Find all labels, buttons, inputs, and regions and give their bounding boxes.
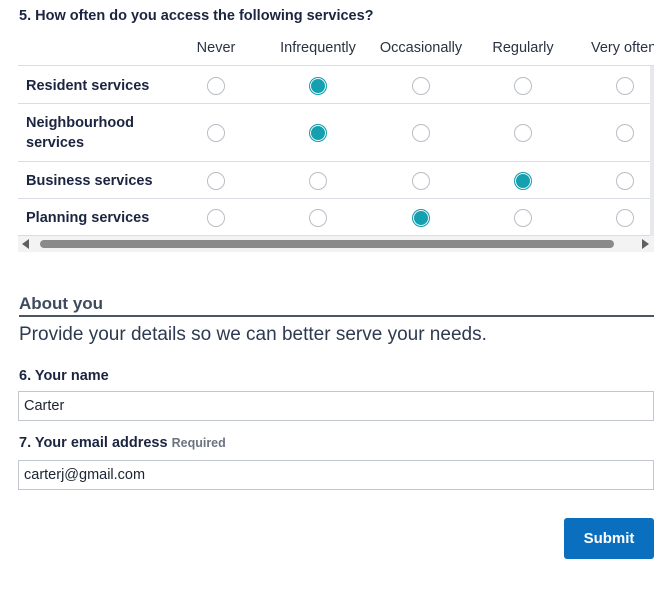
frequency-grid: Never Infrequently Occasionally Regularl… bbox=[18, 36, 654, 254]
name-input[interactable] bbox=[18, 391, 654, 421]
row-label: Business services bbox=[26, 171, 153, 191]
grid-row-planning-services: Planning services bbox=[18, 199, 654, 236]
radio-business-services-very-often[interactable] bbox=[616, 171, 634, 190]
row-label-line: services bbox=[26, 135, 85, 151]
submit-button[interactable]: Submit bbox=[564, 518, 654, 559]
radio-planning-services-never[interactable] bbox=[207, 208, 225, 227]
radio-resident-services-never[interactable] bbox=[207, 76, 225, 95]
radio-planning-services-very-often[interactable] bbox=[616, 208, 634, 227]
email-field-label: 7. Your email address Required bbox=[19, 435, 226, 451]
row-label: Planning services bbox=[26, 208, 149, 228]
column-header-never: Never bbox=[196, 40, 236, 56]
radio-resident-services-regularly[interactable] bbox=[514, 76, 532, 95]
grid-row-neighbourhood-services: Neighbourhood services bbox=[18, 104, 654, 162]
radio-neighbourhood-services-infrequently[interactable] bbox=[309, 124, 327, 142]
radio-resident-services-occasionally[interactable] bbox=[412, 76, 430, 95]
email-input[interactable] bbox=[18, 460, 654, 490]
row-label-line: Neighbourhood bbox=[26, 115, 134, 131]
row-label-line: Business services bbox=[26, 172, 153, 189]
column-header-very-often: Very often bbox=[591, 40, 654, 56]
row-label: Neighbourhood services bbox=[26, 113, 134, 153]
radio-business-services-never[interactable] bbox=[207, 171, 225, 190]
radio-neighbourhood-services-very-often[interactable] bbox=[616, 124, 634, 142]
column-header-infrequently: Infrequently bbox=[280, 40, 356, 56]
grid-header: Never Infrequently Occasionally Regularl… bbox=[18, 36, 654, 66]
radio-resident-services-very-often[interactable] bbox=[616, 76, 634, 95]
email-label-text: 7. Your email address bbox=[19, 435, 168, 451]
column-header-occasionally: Occasionally bbox=[379, 40, 463, 56]
radio-neighbourhood-services-occasionally[interactable] bbox=[412, 124, 430, 142]
grid-row-business-services: Business services bbox=[18, 162, 654, 199]
radio-business-services-occasionally[interactable] bbox=[412, 171, 430, 190]
row-label-line: Resident services bbox=[26, 77, 150, 94]
radio-planning-services-regularly[interactable] bbox=[514, 208, 532, 227]
row-label-line: Planning services bbox=[26, 209, 150, 226]
horizontal-scrollbar[interactable] bbox=[18, 236, 654, 252]
about-you-heading: About you bbox=[19, 294, 654, 317]
radio-resident-services-infrequently[interactable] bbox=[309, 76, 327, 95]
name-field-label: 6. Your name bbox=[19, 368, 109, 384]
grid-row-resident-services: Resident services bbox=[18, 67, 654, 104]
scrollbar-thumb[interactable] bbox=[40, 240, 614, 248]
column-header-regularly: Regularly bbox=[492, 40, 554, 56]
about-you-description: Provide your details so we can better se… bbox=[19, 324, 487, 345]
required-indicator: Required bbox=[171, 436, 226, 450]
question-5-title: 5. How often do you access the following… bbox=[19, 8, 374, 24]
radio-neighbourhood-services-regularly[interactable] bbox=[514, 124, 532, 142]
scroll-right-arrow-icon[interactable] bbox=[642, 239, 649, 249]
radio-planning-services-infrequently[interactable] bbox=[309, 208, 327, 227]
radio-business-services-infrequently[interactable] bbox=[309, 171, 327, 190]
scroll-left-arrow-icon[interactable] bbox=[22, 239, 29, 249]
radio-neighbourhood-services-never[interactable] bbox=[207, 124, 225, 142]
radio-business-services-regularly[interactable] bbox=[514, 171, 532, 190]
row-label: Resident services bbox=[26, 76, 149, 96]
grid-scroll-edge bbox=[650, 66, 654, 238]
radio-planning-services-occasionally[interactable] bbox=[412, 208, 430, 227]
